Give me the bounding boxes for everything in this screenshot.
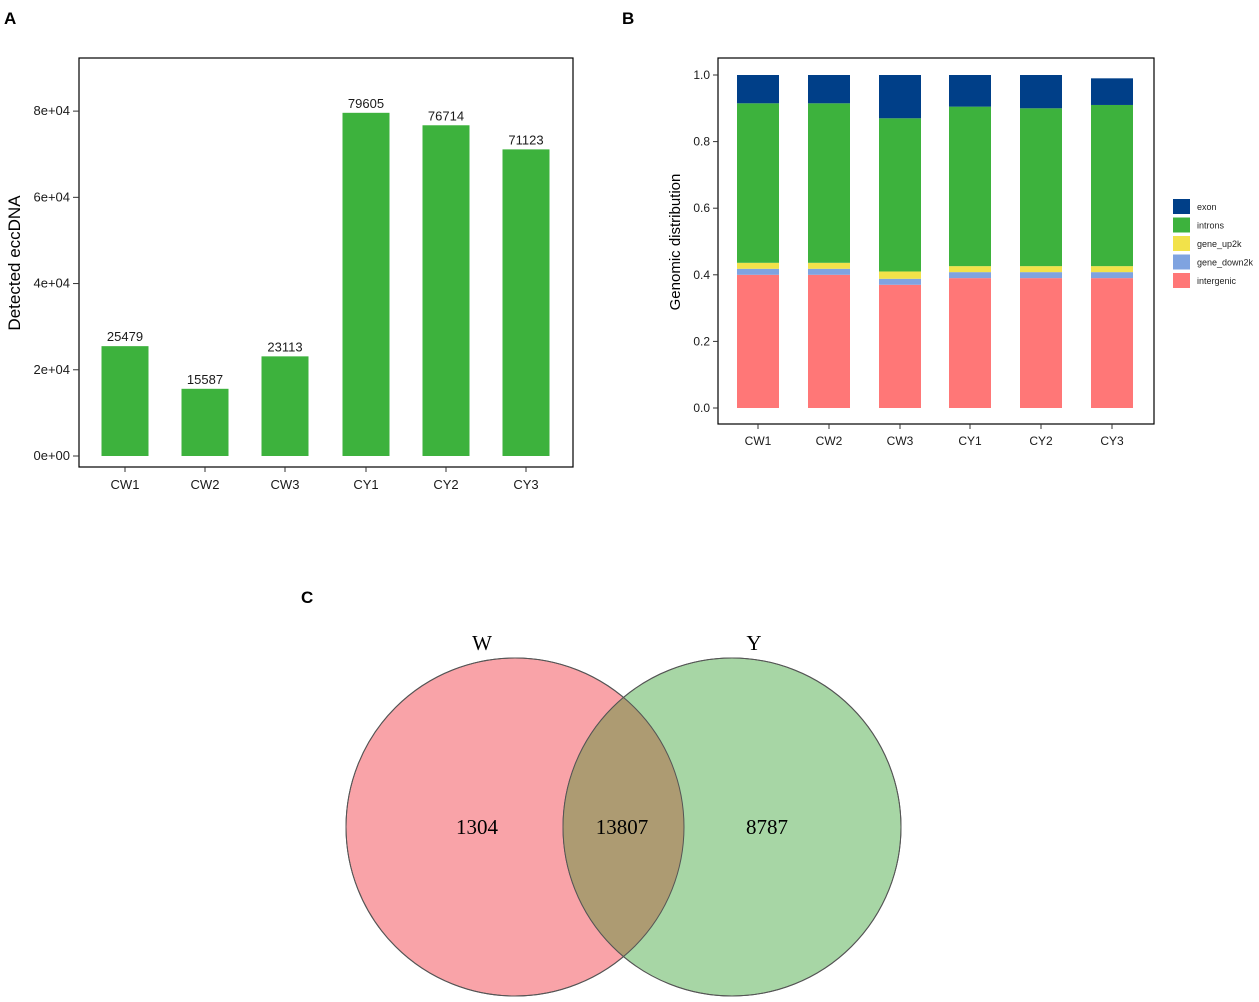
chart-b-segment-exon	[879, 75, 921, 119]
chart-a-bar	[181, 388, 229, 456]
chart-b-xtick-label: CY1	[958, 434, 982, 448]
venn-circle-w-outline	[345, 657, 685, 997]
chart-b-segment-introns	[879, 118, 921, 272]
chart-a-xtick-label: CY1	[353, 477, 378, 492]
legend-label-introns: introns	[1197, 221, 1225, 231]
legend-swatch-introns	[1173, 217, 1190, 233]
chart-b-segment-exon	[1020, 75, 1062, 109]
chart-b-xtick-label: CW3	[887, 434, 914, 448]
chart-b-segment-gene_up2k	[949, 266, 991, 273]
chart-a-bar	[342, 112, 390, 457]
chart-b-segment-intergenic	[1091, 278, 1133, 408]
chart-a-bar-label: 23113	[267, 339, 302, 354]
chart-a-ytick-label: 0e+00	[33, 448, 70, 463]
chart-b-xtick-label: CW1	[745, 434, 772, 448]
chart-b-segment-gene_down2k	[1020, 272, 1062, 279]
legend-label-exon: exon	[1197, 202, 1217, 212]
legend-label-intergenic: intergenic	[1197, 276, 1237, 286]
chart-b-xtick-label: CW2	[816, 434, 843, 448]
chart-b-segment-introns	[808, 103, 850, 263]
chart-b-segment-gene_down2k	[808, 268, 850, 275]
legend-label-gene_up2k: gene_up2k	[1197, 239, 1242, 249]
chart-b-segment-gene_up2k	[737, 262, 779, 269]
chart-b-segment-gene_down2k	[949, 272, 991, 279]
chart-a-ylabel: Detected eccDNA	[5, 195, 24, 331]
chart-b-segment-introns	[1091, 104, 1133, 267]
chart-b-segment-intergenic	[808, 274, 850, 408]
chart-b-segment-introns	[949, 106, 991, 267]
chart-a-xtick-label: CW1	[111, 477, 140, 492]
venn-unique-y: 8787	[746, 815, 788, 839]
panel-label-b: B	[622, 9, 634, 28]
chart-a-xtick-label: CY3	[513, 477, 538, 492]
chart-a-ytick-label: 4e+04	[33, 276, 70, 291]
chart-a-xtick-label: CY2	[433, 477, 458, 492]
chart-a-bar	[502, 149, 550, 456]
chart-a-xtick-label: CW2	[191, 477, 220, 492]
chart-a-bar-label: 79605	[348, 96, 384, 111]
chart-a-ytick-label: 2e+04	[33, 362, 70, 377]
chart-b-segment-introns	[1020, 108, 1062, 267]
chart-b-frame	[717, 57, 1155, 425]
chart-a-frame	[78, 57, 574, 468]
chart-b-segment-intergenic	[949, 278, 991, 408]
legend-swatch-gene_down2k	[1173, 254, 1190, 270]
chart-b-xtick-label: CY3	[1100, 434, 1124, 448]
chart-b-segment-gene_down2k	[737, 268, 779, 275]
chart-a-bar-label: 15587	[187, 372, 223, 387]
chart-a-bar	[101, 346, 149, 456]
venn-set-label-y: Y	[746, 631, 761, 655]
legend-swatch-intergenic	[1173, 273, 1190, 288]
chart-b-ytick-label: 0.2	[693, 334, 710, 348]
chart-b: Genomic distribution 0.00.20.40.60.81.0 …	[667, 57, 1254, 448]
chart-b-segment-gene_up2k	[879, 271, 921, 279]
chart-b-ytick-label: 0.8	[693, 135, 710, 149]
chart-b-ylabel: Genomic distribution	[667, 174, 684, 311]
chart-a: Detected eccDNA 0e+00 2e+04 4e+04 6e+04 8e+0…	[5, 57, 574, 492]
chart-b-segment-exon	[1091, 78, 1133, 105]
venn-set-label-w: W	[472, 631, 492, 655]
chart-b-segment-introns	[737, 103, 779, 263]
venn-intersection-count: 13807	[596, 815, 649, 839]
venn-unique-w: 1304	[456, 815, 499, 839]
venn-circle-y-outline	[562, 657, 902, 997]
venn-intersection	[563, 658, 684, 996]
chart-b-segment-gene_down2k	[879, 278, 921, 285]
chart-b-segment-gene_up2k	[1020, 266, 1062, 273]
chart-b-segment-exon	[737, 75, 779, 104]
panel-label-a: A	[4, 9, 16, 28]
chart-b-ytick-label: 0.0	[693, 401, 710, 415]
chart-a-bar-label: 71123	[508, 132, 543, 147]
legend-swatch-exon	[1173, 199, 1190, 214]
chart-b-segment-exon	[949, 75, 991, 107]
chart-b-segment-intergenic	[1020, 278, 1062, 408]
chart-a-bar	[261, 356, 309, 456]
chart-a-bar-label: 76714	[428, 108, 464, 123]
chart-a-ytick-label: 6e+04	[33, 189, 70, 204]
chart-a-xtick-label: CW3	[271, 477, 300, 492]
chart-b-segment-gene_up2k	[808, 262, 850, 269]
chart-a-bar	[422, 125, 470, 457]
legend-label-gene_down2k: gene_down2k	[1197, 258, 1254, 268]
chart-a-ytick-label: 8e+04	[33, 103, 70, 118]
legend-swatch-gene_up2k	[1173, 236, 1190, 251]
chart-b-segment-gene_down2k	[1091, 272, 1133, 279]
chart-b-ytick-label: 0.4	[693, 268, 710, 282]
chart-b-segment-gene_up2k	[1091, 266, 1133, 273]
chart-b-segment-intergenic	[737, 274, 779, 408]
chart-b-xtick-label: CY2	[1029, 434, 1053, 448]
venn-diagram: W Y 1304 13807 8787	[345, 631, 902, 997]
panel-label-c: C	[301, 588, 313, 607]
chart-b-segment-intergenic	[879, 284, 921, 408]
chart-a-bar-label: 25479	[107, 329, 143, 344]
chart-b-ytick-label: 1.0	[693, 68, 710, 82]
chart-b-segment-exon	[808, 75, 850, 104]
chart-b-ytick-label: 0.6	[693, 201, 710, 215]
